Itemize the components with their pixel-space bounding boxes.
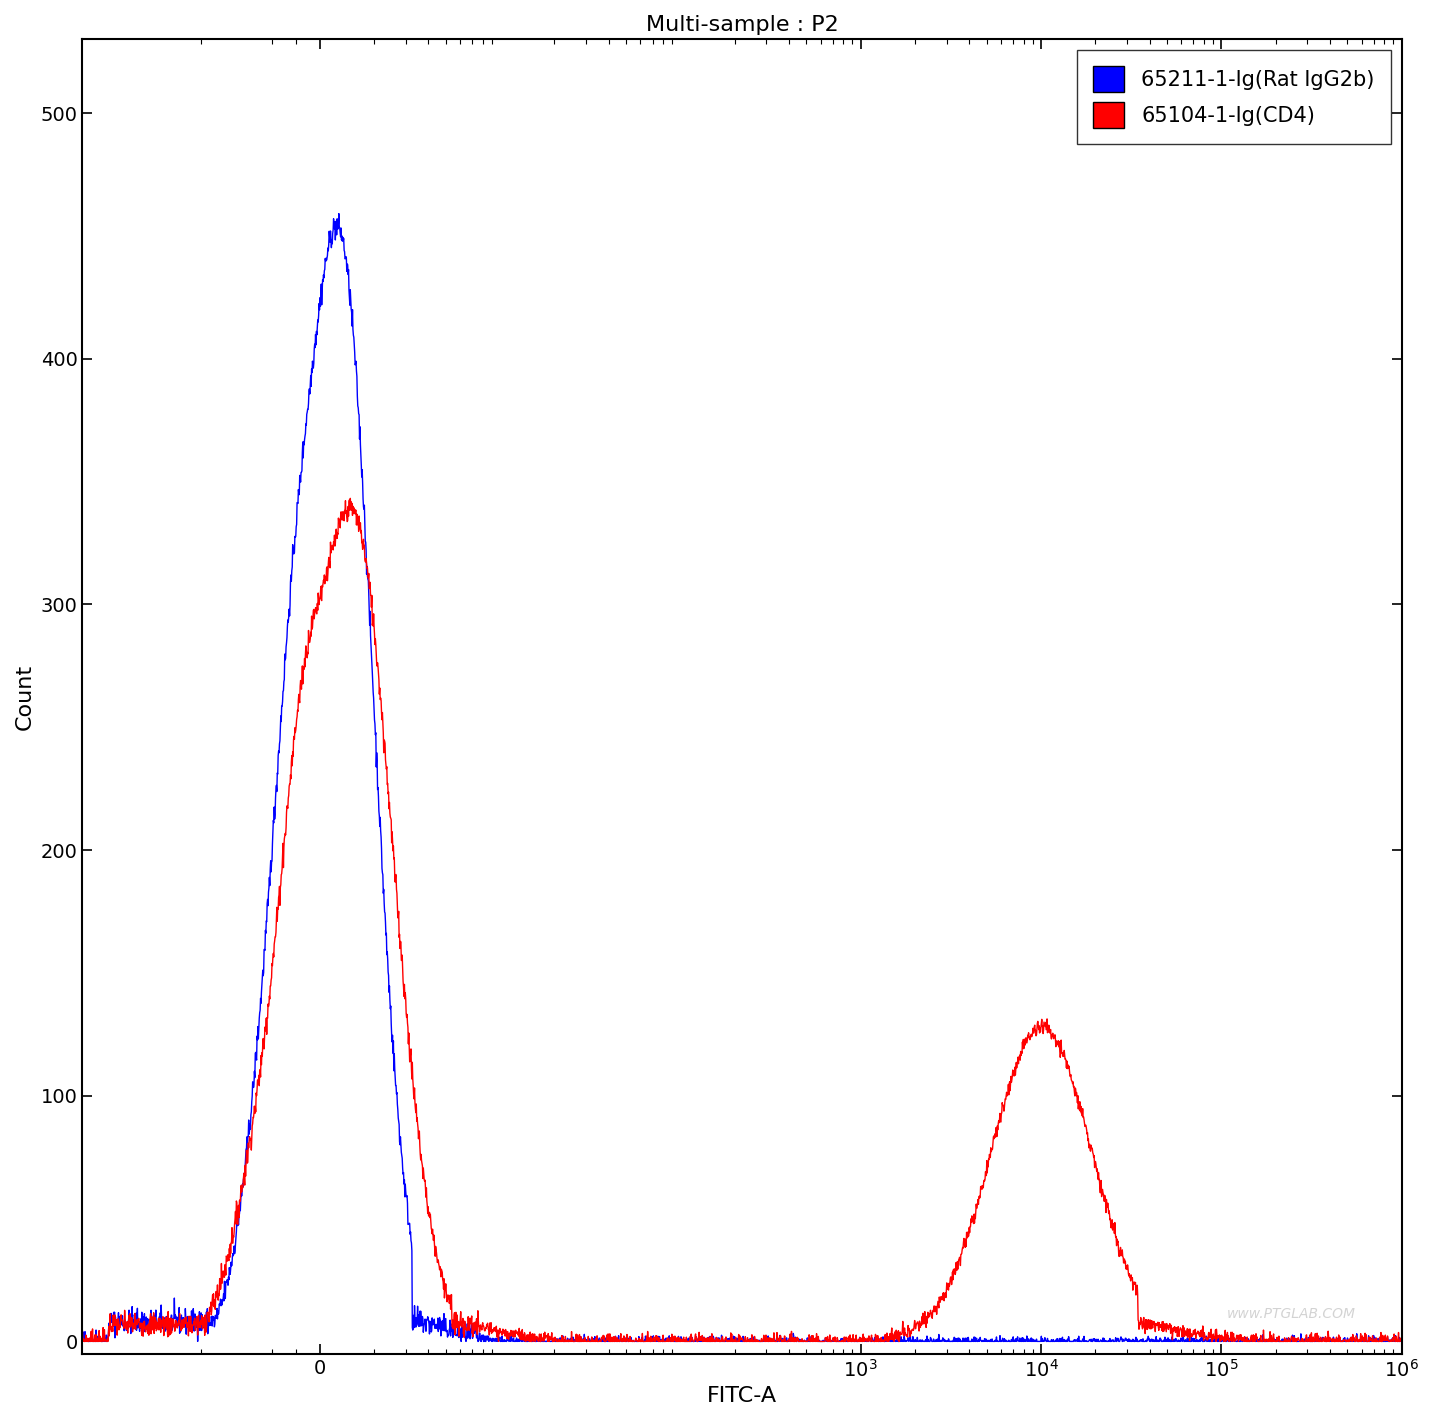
Text: www.PTGLAB.COM: www.PTGLAB.COM: [1226, 1307, 1355, 1322]
Legend: 65211-1-Ig(Rat IgG2b), 65104-1-Ig(CD4): 65211-1-Ig(Rat IgG2b), 65104-1-Ig(CD4): [1077, 50, 1391, 145]
Title: Multi-sample : P2: Multi-sample : P2: [645, 16, 839, 36]
X-axis label: FITC-A: FITC-A: [707, 1385, 777, 1405]
Y-axis label: Count: Count: [14, 664, 34, 729]
